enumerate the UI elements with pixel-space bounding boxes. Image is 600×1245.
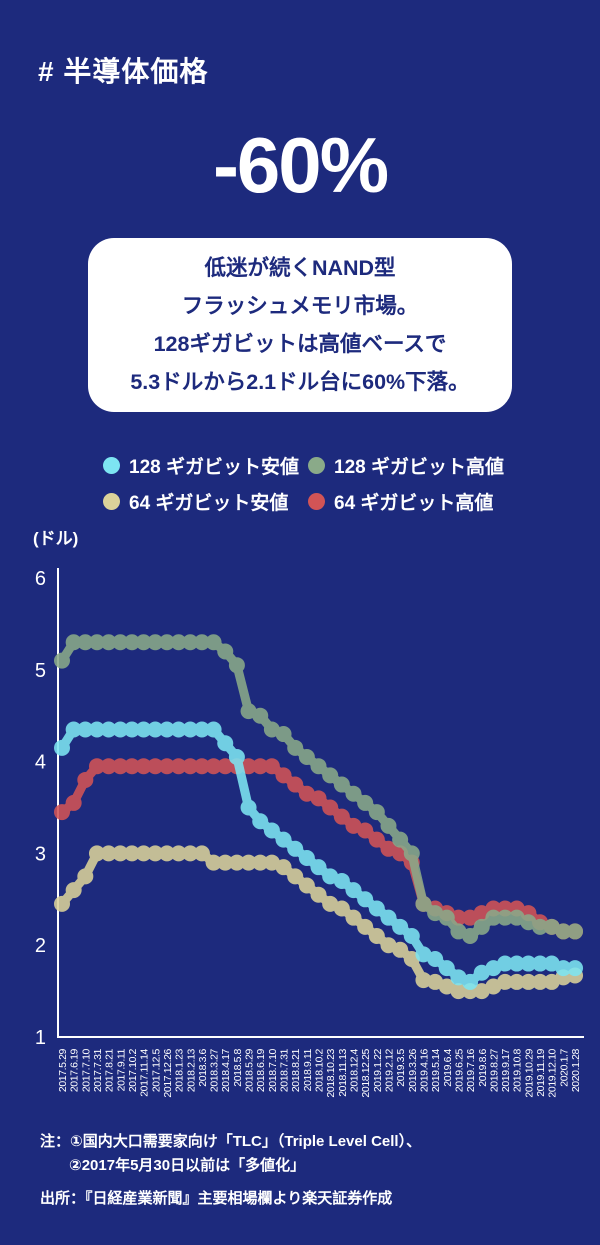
legend-label: 64 ギガビット高値	[334, 493, 494, 514]
svg-text:2018.7.10: 2018.7.10	[267, 1048, 279, 1092]
svg-text:2017.10.2: 2017.10.2	[127, 1048, 139, 1092]
svg-text:2019.6.25: 2019.6.25	[453, 1048, 465, 1092]
svg-text:2017.6.19: 2017.6.19	[69, 1048, 81, 1092]
legend-item: 64 ギガビット安値	[103, 488, 308, 515]
svg-text:2017.7.31: 2017.7.31	[92, 1048, 104, 1092]
svg-text:2019.3.26: 2019.3.26	[407, 1048, 419, 1092]
svg-text:4: 4	[35, 752, 46, 774]
legend-item: 128 ギガビット安値	[103, 452, 308, 479]
svg-text:2019.7.16: 2019.7.16	[465, 1048, 477, 1092]
legend-dot-icon	[103, 493, 120, 510]
svg-text:2017.12.26: 2017.12.26	[162, 1048, 174, 1097]
callout-line: 5.3ドルから2.1ドル台に60%下落。	[130, 370, 470, 394]
svg-text:2017.8.21: 2017.8.21	[104, 1048, 116, 1092]
note-line-2: ②2017年5月30日以前は「多値化」	[69, 1157, 306, 1174]
svg-text:2018.11.13: 2018.11.13	[337, 1048, 349, 1096]
svg-text:6: 6	[35, 568, 46, 590]
svg-text:2017.12.5: 2017.12.5	[150, 1048, 162, 1092]
svg-text:2017.9.11: 2017.9.11	[115, 1048, 127, 1091]
legend-item: 64 ギガビット高値	[308, 488, 543, 515]
callout-line: フラッシュメモリ市場。	[181, 294, 419, 318]
legend-label: 64 ギガビット安値	[129, 493, 289, 514]
svg-text:2019.11.19: 2019.11.19	[535, 1048, 547, 1096]
svg-text:2019.3.5: 2019.3.5	[395, 1048, 407, 1086]
y-axis-unit-label: (ドル)	[33, 529, 79, 548]
svg-text:2019.8.27: 2019.8.27	[488, 1048, 500, 1092]
svg-text:2020.1.7: 2020.1.7	[558, 1048, 570, 1086]
legend: 128 ギガビット安値 128 ギガビット高値 64 ギガビット安値 64 ギガ…	[103, 452, 543, 515]
svg-text:2017.11.14: 2017.11.14	[139, 1048, 151, 1096]
svg-text:2019.6.4: 2019.6.4	[442, 1048, 454, 1086]
svg-text:2017.5.29: 2017.5.29	[57, 1048, 69, 1092]
legend-dot-icon	[308, 493, 325, 510]
legend-item: 128 ギガビット高値	[308, 452, 543, 479]
svg-text:2018.9.11: 2018.9.11	[302, 1048, 314, 1091]
svg-text:2018.8.21: 2018.8.21	[290, 1048, 302, 1092]
svg-text:2019.4.16: 2019.4.16	[418, 1048, 430, 1092]
callout-line: 128ギガビットは高値ベースで	[153, 332, 447, 356]
svg-text:2018.10.2: 2018.10.2	[314, 1048, 326, 1092]
svg-text:2018.5.29: 2018.5.29	[244, 1048, 256, 1092]
svg-text:2019.10.8: 2019.10.8	[512, 1048, 524, 1092]
svg-text:2018.3.27: 2018.3.27	[209, 1048, 221, 1092]
source-line: 出所：『日経産業新聞』主要相場欄より楽天証券作成	[40, 1190, 393, 1207]
page-title: # 半導体価格	[38, 56, 209, 87]
svg-text:2019.1.22: 2019.1.22	[372, 1048, 384, 1092]
svg-text:2020.1.28: 2020.1.28	[570, 1048, 582, 1092]
svg-text:3: 3	[35, 843, 46, 865]
notes: 注：①国内大口需要家向け「TLC」（Triple Level Cell）、 ②2…	[40, 1130, 421, 1211]
legend-dot-icon	[103, 457, 120, 474]
svg-text:2019.10.29: 2019.10.29	[523, 1048, 535, 1097]
svg-text:2018.10.23: 2018.10.23	[325, 1048, 337, 1097]
svg-text:1: 1	[35, 1027, 46, 1049]
price-chart: 6 5 4 3 2 1 2017.5.29 2017.6.19 2017.7.10 2017.7.…	[35, 568, 584, 1098]
svg-text:2019.9.17: 2019.9.17	[500, 1048, 512, 1092]
svg-text:2019.12.10: 2019.12.10	[547, 1048, 559, 1097]
svg-text:2019.2.12: 2019.2.12	[383, 1048, 395, 1092]
svg-text:2018.7.31: 2018.7.31	[279, 1048, 291, 1092]
svg-text:2018.5.8: 2018.5.8	[232, 1048, 244, 1086]
svg-text:2: 2	[35, 935, 46, 957]
legend-label: 128 ギガビット高値	[334, 457, 504, 478]
svg-text:2018.1.23: 2018.1.23	[174, 1048, 186, 1092]
svg-text:2018.12.25: 2018.12.25	[360, 1048, 372, 1097]
svg-text:5: 5	[35, 660, 46, 682]
svg-text:2018.3.6: 2018.3.6	[197, 1048, 209, 1086]
svg-text:2018.12.4: 2018.12.4	[349, 1048, 361, 1092]
svg-text:2018.2.13: 2018.2.13	[185, 1048, 197, 1092]
svg-text:2019.5.14: 2019.5.14	[430, 1048, 442, 1092]
svg-text:2018.6.19: 2018.6.19	[255, 1048, 267, 1092]
legend-label: 128 ギガビット安値	[129, 457, 299, 478]
svg-text:2018.4.17: 2018.4.17	[220, 1048, 232, 1092]
svg-text:2019.8.6: 2019.8.6	[477, 1048, 489, 1086]
note-line-1: 注：①国内大口需要家向け「TLC」（Triple Level Cell）、	[40, 1133, 422, 1150]
headline-value: -60%	[212, 121, 389, 209]
svg-text:2017.7.10: 2017.7.10	[80, 1048, 92, 1092]
callout-box: 低迷が続くNAND型 フラッシュメモリ市場。 128ギガビットは高値ベースで 5…	[88, 238, 512, 412]
callout-line: 低迷が続くNAND型	[204, 256, 396, 280]
legend-dot-icon	[308, 457, 325, 474]
